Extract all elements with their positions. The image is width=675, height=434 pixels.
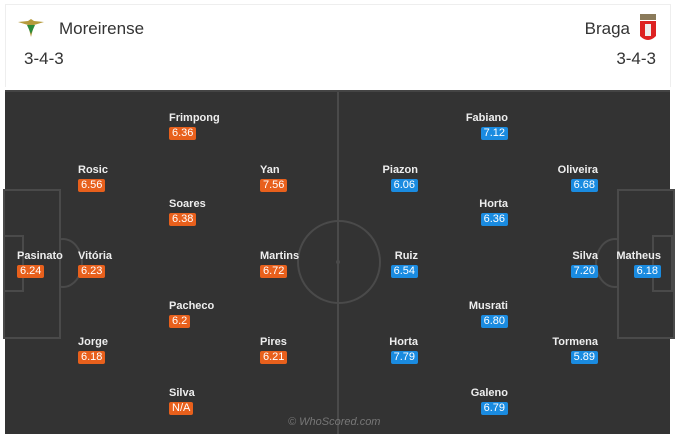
player-name: Frimpong [169, 112, 220, 124]
away-player[interactable]: Musrati 6.80 [469, 299, 508, 328]
player-rating-badge: 6.36 [480, 213, 508, 226]
away-player[interactable]: Tormena 5.89 [552, 335, 598, 364]
player-name: Horta [479, 198, 508, 210]
player-rating-badge: 7.20 [570, 265, 598, 278]
player-name: Martins [260, 250, 300, 262]
whoscored-watermark: © WhoScored.com [288, 416, 381, 428]
player-name: Pires [260, 336, 287, 348]
player-rating-badge: 5.89 [570, 351, 598, 364]
player-name: Matheus [616, 250, 661, 262]
away-player[interactable]: Matheus 6.18 [616, 249, 661, 278]
away-player[interactable]: Oliveira 6.68 [558, 163, 598, 192]
player-rating-badge: 6.38 [169, 213, 197, 226]
away-player[interactable]: Ruiz 6.54 [390, 249, 418, 278]
away-team-name[interactable]: Braga [584, 19, 630, 38]
away-player[interactable]: Silva 7.20 [570, 249, 598, 278]
home-player[interactable]: Silva N/A [169, 386, 195, 415]
player-rating-badge: 6.36 [169, 127, 197, 140]
player-name: Tormena [552, 336, 598, 348]
home-formation: 3-4-3 [24, 49, 64, 68]
player-name: Silva [169, 387, 195, 399]
player-name: Oliveira [557, 164, 598, 176]
player-rating-badge: 6.24 [17, 265, 45, 278]
away-player[interactable]: Horta 7.79 [389, 335, 418, 364]
player-name: Piazon [382, 164, 418, 176]
home-player[interactable]: Pacheco 6.2 [169, 299, 214, 328]
home-player[interactable]: Rosic 6.56 [78, 163, 108, 192]
home-player[interactable]: Frimpong 6.36 [169, 111, 220, 140]
home-player[interactable]: Vitória 6.23 [78, 249, 112, 278]
player-name: Pasinato [17, 250, 63, 262]
player-name: Horta [389, 336, 418, 348]
player-rating-badge: 7.79 [390, 351, 418, 364]
player-name: Rosic [78, 164, 108, 176]
player-name: Silva [572, 250, 598, 262]
player-rating-badge: 6.80 [480, 315, 508, 328]
center-circle [297, 220, 381, 304]
right-penalty-box [617, 189, 675, 339]
braga-crest-icon [640, 14, 656, 40]
player-name: Yan [260, 164, 280, 176]
player-rating-badge: 6.72 [260, 265, 288, 278]
home-player[interactable]: Soares 6.38 [169, 197, 206, 226]
home-player[interactable]: Martins 6.72 [260, 249, 299, 278]
player-rating-badge: 6.21 [260, 351, 288, 364]
player-name: Fabiano [465, 112, 508, 124]
player-rating-badge: 7.56 [260, 179, 288, 192]
home-player[interactable]: Yan 7.56 [260, 163, 288, 192]
player-rating-badge: 6.79 [480, 402, 508, 415]
player-name: Pacheco [169, 300, 215, 312]
moreirense-crest-icon [18, 19, 44, 37]
home-player[interactable]: Pasinato 6.24 [17, 249, 63, 278]
player-rating-badge: 6.2 [169, 315, 191, 328]
away-player[interactable]: Piazon 6.06 [383, 163, 418, 192]
player-name: Vitória [78, 250, 113, 262]
player-name: Soares [169, 198, 206, 210]
player-rating-badge: 6.54 [390, 265, 418, 278]
player-rating-badge: 6.18 [633, 265, 661, 278]
player-rating-badge: 6.18 [78, 351, 106, 364]
away-formation: 3-4-3 [616, 49, 656, 68]
player-rating-badge: 6.23 [78, 265, 106, 278]
left-penalty-box [3, 189, 61, 339]
away-player[interactable]: Galeno 6.79 [471, 386, 508, 415]
left-goal-area [3, 235, 24, 292]
home-player[interactable]: Jorge 6.18 [78, 335, 108, 364]
player-name: Jorge [78, 336, 108, 348]
away-player[interactable]: Horta 6.36 [479, 197, 508, 226]
player-rating-badge: 6.06 [390, 179, 418, 192]
player-rating-badge: 7.12 [480, 127, 508, 140]
center-spot [336, 260, 340, 264]
home-player[interactable]: Pires 6.21 [260, 335, 288, 364]
away-player[interactable]: Fabiano 7.12 [466, 111, 508, 140]
match-header: Moreirense 3-4-3 Braga 3-4-3 [5, 4, 671, 87]
player-name: Ruiz [394, 250, 418, 262]
pitch [3, 90, 675, 434]
player-rating-badge: N/A [169, 402, 194, 415]
player-rating-badge: 6.68 [570, 179, 598, 192]
player-name: Musrati [468, 300, 508, 312]
player-name: Galeno [470, 387, 508, 399]
home-team-name[interactable]: Moreirense [59, 19, 145, 38]
right-goal-area [652, 235, 673, 292]
player-rating-badge: 6.56 [78, 179, 106, 192]
